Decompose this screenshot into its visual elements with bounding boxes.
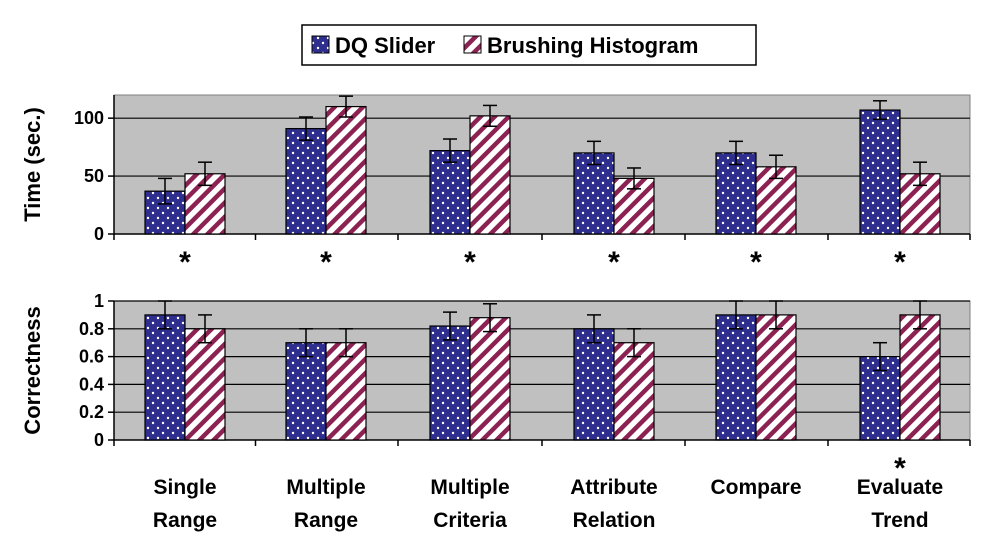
- category-label: Relation: [573, 509, 656, 532]
- significance-marker: *: [894, 246, 906, 279]
- bar-dq-slider: [429, 150, 471, 235]
- significance-marker: *: [608, 246, 620, 279]
- y-tick-label: 0.2: [79, 402, 104, 422]
- significance-marker: *: [750, 246, 762, 279]
- time-panel: 0 50 100 Time (sec.) * * * * * *: [20, 94, 971, 279]
- y-tick-label: 0.6: [79, 347, 104, 367]
- category-label: Trend: [871, 509, 928, 532]
- bar-dq-slider: [859, 109, 901, 235]
- bar-dq-slider: [573, 328, 615, 441]
- category-label: Attribute: [570, 476, 658, 499]
- legend-swatch-dq-slider: [311, 35, 330, 54]
- correctness-panel: 0 0.2 0.4 0.6 0.8 1 Correctness *: [20, 291, 971, 485]
- bar-brushing-histogram: [469, 317, 511, 441]
- plot-area: [113, 300, 971, 441]
- bar-brushing-histogram: [469, 115, 511, 235]
- significance-marker: *: [179, 246, 191, 279]
- bar-dq-slider: [285, 127, 327, 235]
- legend-swatch-brushing-histogram: [463, 35, 482, 54]
- plot-area: [113, 94, 971, 235]
- legend-box: [301, 24, 757, 66]
- bar-brushing-histogram: [899, 314, 941, 441]
- bar-brushing-histogram: [325, 105, 367, 235]
- y-tick-label: 0: [94, 224, 104, 244]
- category-labels: Single Range Multiple Range Multiple Criteria…: [153, 476, 943, 532]
- category-label: Criteria: [433, 509, 507, 532]
- bar-dq-slider: [715, 314, 757, 441]
- y-tick-label: 0: [94, 430, 104, 450]
- y-tick-label: 100: [74, 108, 104, 128]
- legend: DQ Slider Brushing Histogram: [301, 24, 757, 66]
- category-label: Single: [153, 476, 216, 499]
- y-tick-label: 0.4: [79, 374, 104, 394]
- category-label: Range: [294, 509, 358, 532]
- y-tick-label: 0.8: [79, 319, 104, 339]
- category-label: Evaluate: [857, 476, 943, 499]
- significance-marker: *: [464, 246, 476, 279]
- y-axis-title: Time (sec.): [20, 107, 45, 222]
- bar-brushing-histogram: [755, 314, 797, 441]
- y-tick-label: 50: [84, 166, 104, 186]
- bar-dq-slider: [429, 325, 471, 441]
- category-label: Multiple: [430, 476, 509, 499]
- category-label: Range: [153, 509, 217, 532]
- significance-marker: *: [894, 452, 906, 485]
- bar-dq-slider: [715, 152, 757, 235]
- bar-dq-slider: [144, 314, 186, 441]
- category-label: Multiple: [286, 476, 365, 499]
- y-tick-label: 1: [94, 291, 104, 311]
- bar-brushing-histogram: [325, 342, 367, 441]
- legend-label-brushing-histogram: Brushing Histogram: [487, 33, 698, 58]
- category-label: Compare: [710, 476, 801, 499]
- significance-marker: *: [320, 246, 332, 279]
- bar-brushing-histogram: [184, 328, 226, 441]
- bar-dq-slider: [285, 342, 327, 441]
- legend-label-dq-slider: DQ Slider: [335, 33, 436, 58]
- bar-dq-slider: [573, 152, 615, 235]
- y-axis-title: Correctness: [20, 306, 45, 434]
